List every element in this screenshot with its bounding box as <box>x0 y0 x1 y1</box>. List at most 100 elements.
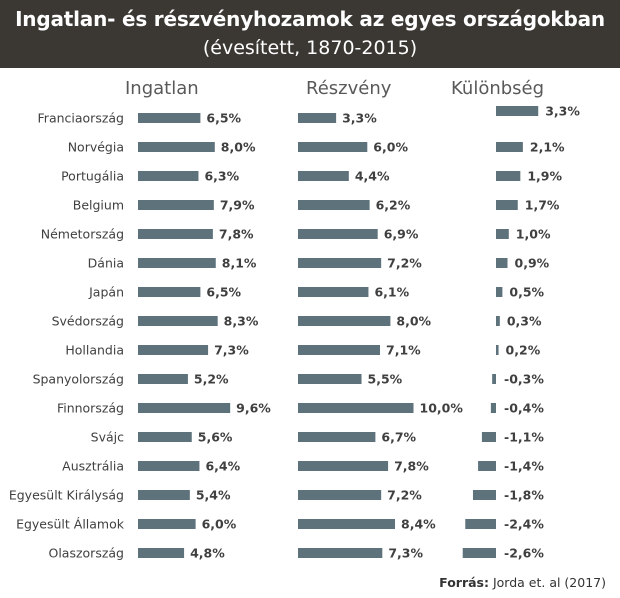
value-label-reszveny: 7,2% <box>387 256 422 271</box>
value-label-ingatlan: 6,5% <box>206 285 241 300</box>
category-label: Németország <box>41 227 124 242</box>
source-text: Jorda et. al (2017) <box>492 575 606 590</box>
source-note: Forrás: Jorda et. al (2017) <box>439 575 606 590</box>
bar-kulonbseg <box>472 490 496 500</box>
category-label: Svájc <box>91 430 124 445</box>
bar-ingatlan <box>138 461 200 471</box>
bar-reszveny <box>298 345 381 355</box>
value-label-ingatlan: 8,3% <box>224 314 259 329</box>
bar-reszveny <box>298 403 414 413</box>
value-label-ingatlan: 6,3% <box>204 169 239 184</box>
value-label-kulonbseg: 0,9% <box>515 256 550 271</box>
bar-reszveny <box>298 490 382 500</box>
value-label-ingatlan: 4,8% <box>190 546 225 561</box>
category-label: Dánia <box>88 256 124 271</box>
category-label: Portugália <box>61 169 124 184</box>
bar-kulonbseg <box>496 287 503 297</box>
bar-ingatlan <box>138 171 199 181</box>
value-label-reszveny: 6,1% <box>374 285 409 300</box>
bar-kulonbseg <box>492 374 496 384</box>
value-label-ingatlan: 6,4% <box>205 459 240 474</box>
value-label-kulonbseg: 0,2% <box>506 343 541 358</box>
value-label-kulonbseg: -1,8% <box>504 488 544 503</box>
value-label-reszveny: 6,2% <box>376 198 411 213</box>
category-label: Norvégia <box>68 140 124 155</box>
category-label: Svédország <box>52 314 124 329</box>
value-label-kulonbseg: 1,0% <box>516 227 551 242</box>
value-label-kulonbseg: -1,1% <box>504 430 544 445</box>
value-label-reszveny: 3,3% <box>342 111 377 126</box>
value-label-ingatlan: 5,6% <box>198 430 233 445</box>
value-label-reszveny: 6,9% <box>384 227 419 242</box>
bar-kulonbseg <box>496 142 523 152</box>
bar-reszveny <box>298 432 376 442</box>
value-label-reszveny: 5,5% <box>368 372 403 387</box>
bar-kulonbseg <box>462 548 496 558</box>
value-label-reszveny: 7,1% <box>386 343 421 358</box>
value-label-reszveny: 7,3% <box>388 546 423 561</box>
value-label-reszveny: 8,4% <box>401 517 436 532</box>
bar-reszveny <box>298 316 391 326</box>
column-header-reszveny: Részvény <box>306 78 392 99</box>
bar-ingatlan <box>138 548 185 558</box>
chart-subtitle: (évesített, 1870-2015) <box>202 37 418 59</box>
bar-reszveny <box>298 113 337 123</box>
value-label-kulonbseg: 1,7% <box>525 198 560 213</box>
value-label-kulonbseg: -2,4% <box>504 517 544 532</box>
category-label: Ausztrália <box>62 459 124 474</box>
value-label-ingatlan: 6,5% <box>206 111 241 126</box>
bar-kulonbseg <box>481 432 496 442</box>
value-label-ingatlan: 7,9% <box>220 198 255 213</box>
bar-ingatlan <box>138 113 201 123</box>
value-label-reszveny: 4,4% <box>355 169 390 184</box>
category-label: Belgium <box>73 198 124 213</box>
bar-ingatlan <box>138 519 196 529</box>
bar-reszveny <box>298 519 396 529</box>
bar-ingatlan <box>138 432 192 442</box>
bar-ingatlan <box>138 345 209 355</box>
bar-ingatlan <box>138 200 214 210</box>
value-label-reszveny: 6,7% <box>381 430 416 445</box>
value-label-kulonbseg: 3,3% <box>545 104 580 119</box>
value-label-kulonbseg: -2,6% <box>504 546 544 561</box>
value-label-ingatlan: 5,4% <box>196 488 231 503</box>
category-label: Hollandia <box>65 343 124 358</box>
value-label-reszveny: 8,0% <box>396 314 431 329</box>
category-label: Japán <box>88 285 124 300</box>
bar-reszveny <box>298 142 368 152</box>
value-label-reszveny: 10,0% <box>420 401 464 416</box>
category-label: Olaszország <box>48 546 124 561</box>
bar-kulonbseg <box>496 106 539 116</box>
value-label-kulonbseg: -1,4% <box>504 459 544 474</box>
bar-kulonbseg <box>490 403 496 413</box>
bar-ingatlan <box>138 374 188 384</box>
value-label-kulonbseg: 0,3% <box>507 314 542 329</box>
category-label: Franciaország <box>38 111 124 126</box>
bar-kulonbseg <box>496 171 521 181</box>
value-label-ingatlan: 9,6% <box>236 401 271 416</box>
value-label-reszveny: 7,8% <box>394 459 429 474</box>
value-label-ingatlan: 8,0% <box>221 140 256 155</box>
value-label-ingatlan: 6,0% <box>202 517 237 532</box>
bar-ingatlan <box>138 316 218 326</box>
value-label-kulonbseg: 1,9% <box>527 169 562 184</box>
bar-kulonbseg <box>496 258 508 268</box>
value-label-ingatlan: 7,8% <box>219 227 254 242</box>
value-label-kulonbseg: -0,4% <box>504 401 544 416</box>
bar-kulonbseg <box>496 200 518 210</box>
bar-kulonbseg <box>478 461 496 471</box>
column-header-ingatlan: Ingatlan <box>125 78 199 99</box>
bar-ingatlan <box>138 287 201 297</box>
bar-kulonbseg <box>465 519 496 529</box>
bar-ingatlan <box>138 142 215 152</box>
category-label: Egyesült Államok <box>16 517 125 532</box>
bar-ingatlan <box>138 403 231 413</box>
bar-reszveny <box>298 287 369 297</box>
bar-reszveny <box>298 374 362 384</box>
chart-rows: Franciaország 6,5% 3,3% 3,3% Norvégia 8,0% 6,0… <box>9 104 581 561</box>
value-label-kulonbseg: 0,5% <box>509 285 544 300</box>
chart-title: Ingatlan- és részvényhozamok az egyes or… <box>15 7 605 31</box>
value-label-ingatlan: 8,1% <box>222 256 257 271</box>
bar-reszveny <box>298 200 370 210</box>
